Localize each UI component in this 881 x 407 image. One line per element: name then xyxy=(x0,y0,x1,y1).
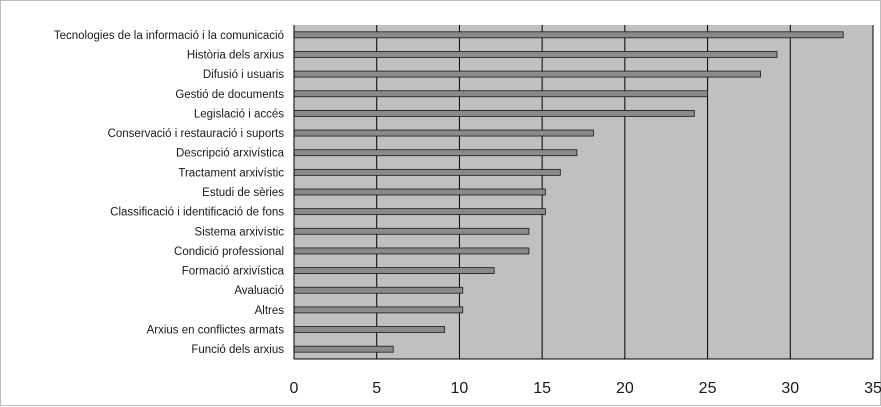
category-label: Conservació i restauració i suports xyxy=(108,128,285,140)
category-label: Legislació i accés xyxy=(194,108,284,120)
category-label: Tecnologies de la informació i la comuni… xyxy=(54,30,284,42)
bars xyxy=(293,31,844,353)
bar xyxy=(293,345,394,353)
bar xyxy=(293,247,530,255)
category-label: Història dels arxius xyxy=(187,49,284,61)
category-label: Descripció arxivística xyxy=(176,148,285,160)
category-label: Formació arxivística xyxy=(182,266,285,278)
bar xyxy=(293,129,594,137)
bar xyxy=(293,110,695,117)
category-label: Gestió de documents xyxy=(175,89,284,101)
x-tick-labels: 0 5 10 15 20 25 30 35 xyxy=(290,380,881,397)
x-tick-label: 10 xyxy=(451,380,469,397)
category-label: Tractament arxivístic xyxy=(178,167,284,179)
x-tick-label: 0 xyxy=(290,380,299,397)
x-tick-label: 5 xyxy=(372,380,381,397)
bar xyxy=(293,51,778,58)
bar xyxy=(293,326,445,333)
bar xyxy=(293,286,464,294)
bar xyxy=(293,70,761,78)
category-label: Altres xyxy=(255,305,285,317)
bar xyxy=(293,31,844,39)
category-label: Sistema arxivístic xyxy=(195,226,285,238)
category-label: Arxius en conflictes armats xyxy=(147,325,285,337)
bar xyxy=(293,227,530,235)
x-tick-label: 35 xyxy=(864,380,881,397)
x-tick-label: 15 xyxy=(533,380,551,397)
bar xyxy=(293,90,708,98)
bar xyxy=(293,306,464,314)
bar xyxy=(293,168,561,176)
bar xyxy=(293,149,578,157)
category-label: Estudi de sèries xyxy=(202,187,284,199)
bar xyxy=(293,208,546,216)
category-label: Difusió i usuaris xyxy=(203,69,284,81)
category-labels: Tecnologies de la informació i la comuni… xyxy=(54,30,285,356)
x-tick-label: 25 xyxy=(699,380,717,397)
bar xyxy=(293,188,546,196)
category-label: Condició professional xyxy=(174,246,284,258)
x-tick-label: 20 xyxy=(616,380,634,397)
x-tick-label: 30 xyxy=(781,380,799,397)
category-label: Classificació i identificació de fons xyxy=(110,207,284,219)
bar xyxy=(293,267,495,274)
category-label: Funció dels arxius xyxy=(191,344,284,356)
category-label: Avaluació xyxy=(234,285,284,297)
